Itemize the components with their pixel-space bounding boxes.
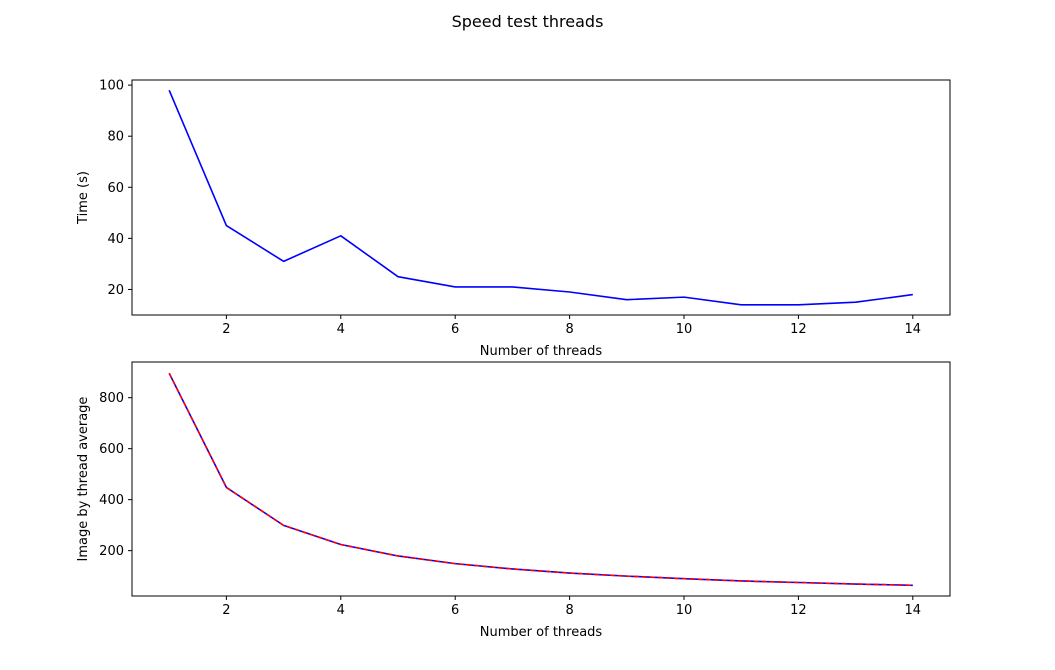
series-line-average-expected	[168, 372, 913, 587]
y-tick-label: 600	[99, 442, 124, 457]
series-line-average	[168, 372, 913, 587]
plot-image-average: 2 4 6 8 10 12 14 200 400 600 800 Number of threads I…	[76, 361, 951, 640]
x-tick-label: 12	[790, 603, 807, 618]
x-tick-label: 2	[222, 603, 230, 618]
figure-title: Speed test threads	[452, 12, 604, 31]
x-tick-label: 8	[565, 603, 573, 618]
x-tick-label: 4	[337, 322, 345, 337]
x-tick-label: 10	[676, 603, 693, 618]
plot-time: 2 4 6 8 10 12 14 20 40 60 80 100 Number of threads Ti…	[76, 79, 951, 359]
x-tick-label: 8	[565, 322, 573, 337]
y-tick-label: 60	[107, 181, 124, 196]
y-axis-label: Time (s)	[76, 171, 91, 225]
axes-frame	[131, 79, 951, 316]
y-tick-label: 80	[107, 130, 124, 145]
x-tick-label: 2	[222, 322, 230, 337]
y-tick-label: 40	[107, 232, 124, 247]
x-tick-label: 6	[451, 322, 459, 337]
y-tick-label: 400	[99, 493, 124, 508]
x-tick-label: 14	[905, 603, 922, 618]
x-axis-label: Number of threads	[480, 344, 603, 359]
x-tick-label: 12	[790, 322, 807, 337]
axes-frame	[131, 361, 951, 597]
x-tick-label: 6	[451, 603, 459, 618]
x-tick-label: 4	[337, 603, 345, 618]
y-axis-label: Image by thread average	[76, 397, 91, 562]
series-line-time	[168, 89, 913, 306]
x-tick-label: 10	[676, 322, 693, 337]
y-tick-label: 20	[107, 283, 124, 298]
x-axis-label: Number of threads	[480, 625, 603, 640]
y-tick-label: 200	[99, 544, 124, 559]
y-tick-label: 100	[99, 79, 124, 94]
y-tick-label: 800	[99, 391, 124, 406]
x-tick-label: 14	[905, 322, 922, 337]
